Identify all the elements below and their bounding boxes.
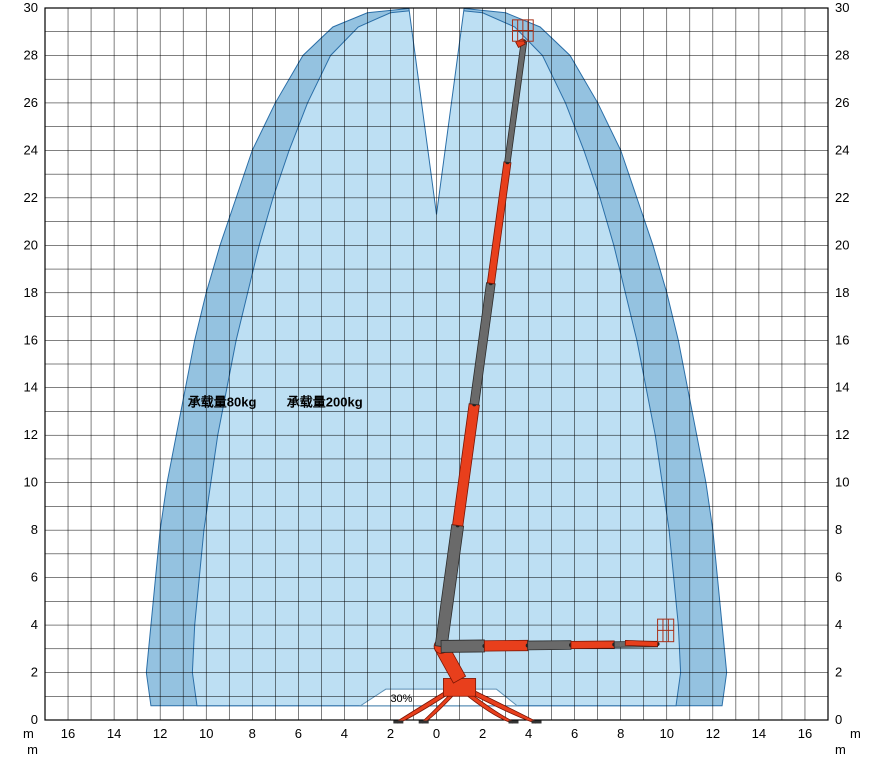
ytick-right: 30 <box>835 0 849 15</box>
xtick: 10 <box>199 726 213 741</box>
xtick: 4 <box>525 726 532 741</box>
ytick-left: 18 <box>24 285 38 300</box>
ytick-right: 24 <box>835 142 849 157</box>
foot-pad <box>419 720 429 723</box>
xtick: 8 <box>249 726 256 741</box>
ytick-left: 10 <box>24 475 38 490</box>
ytick-left: 6 <box>31 570 38 585</box>
unit-br: m <box>850 726 861 741</box>
ytick-left: 14 <box>24 380 38 395</box>
xtick: 2 <box>387 726 394 741</box>
xtick: 14 <box>107 726 121 741</box>
ytick-left: 22 <box>24 190 38 205</box>
turret-base <box>443 678 475 696</box>
label-bottom-notch: 30% <box>390 693 412 705</box>
xtick: 6 <box>295 726 302 741</box>
ytick-left: 24 <box>24 142 38 157</box>
xtick: 10 <box>660 726 674 741</box>
ytick-left: 20 <box>24 237 38 252</box>
horiz-boom-seg <box>441 640 484 652</box>
ytick-right: 0 <box>835 712 842 727</box>
label-80kg: 承载量80kg <box>188 395 257 410</box>
ytick-left: 30 <box>24 0 38 15</box>
xtick: 4 <box>341 726 348 741</box>
foot-pad <box>532 720 542 723</box>
ytick-right: 28 <box>835 47 849 62</box>
xtick: 8 <box>617 726 624 741</box>
ytick-right: 2 <box>835 665 842 680</box>
xtick: 0 <box>433 726 440 741</box>
ytick-left: 8 <box>31 522 38 537</box>
horiz-boom-seg <box>571 641 614 649</box>
ytick-right: 14 <box>835 380 849 395</box>
horiz-boom-seg <box>528 641 571 650</box>
ytick-right: 20 <box>835 237 849 252</box>
unit-bl: m <box>23 726 34 741</box>
unit-xl: m <box>27 742 38 757</box>
xtick: 12 <box>706 726 720 741</box>
label-200kg: 承载量200kg <box>287 395 363 410</box>
xtick: 16 <box>61 726 75 741</box>
horiz-jib <box>625 640 657 646</box>
xtick: 6 <box>571 726 578 741</box>
unit-xr: m <box>835 742 846 757</box>
ytick-right: 18 <box>835 285 849 300</box>
xtick: 16 <box>798 726 812 741</box>
ytick-right: 12 <box>835 427 849 442</box>
ytick-left: 28 <box>24 47 38 62</box>
ytick-right: 16 <box>835 332 849 347</box>
horiz-boom-seg <box>484 640 527 651</box>
xtick: 14 <box>752 726 766 741</box>
ytick-left: 2 <box>31 665 38 680</box>
ytick-right: 8 <box>835 522 842 537</box>
ytick-left: 16 <box>24 332 38 347</box>
ytick-left: 12 <box>24 427 38 442</box>
foot-pad <box>508 720 518 723</box>
ytick-right: 10 <box>835 475 849 490</box>
ytick-right: 26 <box>835 95 849 110</box>
ytick-right: 22 <box>835 190 849 205</box>
xtick: 12 <box>153 726 167 741</box>
working-envelope-chart: 承载量80kg承载量200kg30%0022446688101012121414… <box>0 0 874 765</box>
ytick-right: 4 <box>835 617 842 632</box>
ytick-right: 6 <box>835 570 842 585</box>
ytick-left: 0 <box>31 712 38 727</box>
ytick-left: 4 <box>31 617 38 632</box>
ytick-left: 26 <box>24 95 38 110</box>
foot-pad <box>393 720 403 723</box>
xtick: 2 <box>479 726 486 741</box>
chart-svg: 承载量80kg承载量200kg30%0022446688101012121414… <box>0 0 874 765</box>
